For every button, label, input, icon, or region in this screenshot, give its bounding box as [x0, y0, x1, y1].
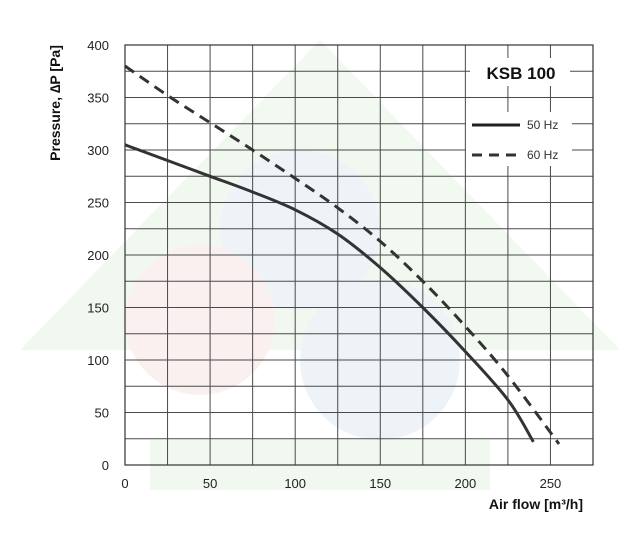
model-label-background	[470, 58, 570, 86]
y-tick-label: 400	[87, 38, 109, 53]
model-label: KSB 100	[487, 64, 556, 83]
legend-label-60hz: 60 Hz	[527, 148, 558, 162]
x-tick-label: 0	[121, 476, 128, 491]
legend: 50 Hz 60 Hz	[466, 112, 572, 166]
y-tick-label: 300	[87, 143, 109, 158]
y-tick-label: 100	[87, 353, 109, 368]
grid	[124, 44, 594, 466]
y-tick-label: 350	[87, 91, 109, 106]
y-tick-label: 50	[95, 406, 109, 421]
legend-background	[466, 112, 572, 166]
series-lines	[124, 64, 561, 445]
legend-label-50hz: 50 Hz	[527, 118, 558, 132]
watermark-logo	[20, 40, 620, 490]
x-tick-label: 150	[369, 476, 391, 491]
y-tick-label: 0	[102, 458, 109, 473]
y-tick-label: 200	[87, 248, 109, 263]
x-tick-label: 200	[455, 476, 477, 491]
series-line-60hz	[124, 64, 561, 445]
x-tick-label: 50	[203, 476, 217, 491]
series-line-50hz	[124, 143, 535, 443]
y-axis-title: Pressure, ∆P [Pa]	[47, 45, 63, 161]
y-tick-label: 250	[87, 196, 109, 211]
x-axis-title: Air flow [m³/h]	[489, 496, 583, 512]
x-tick-label: 250	[540, 476, 562, 491]
x-tick-label: 100	[284, 476, 306, 491]
tick-labels: 0 50 100 150 200 250 0 50 100 150 200 250 300 350 400	[87, 38, 561, 491]
y-tick-label: 150	[87, 301, 109, 316]
plot-frame	[124, 44, 594, 466]
